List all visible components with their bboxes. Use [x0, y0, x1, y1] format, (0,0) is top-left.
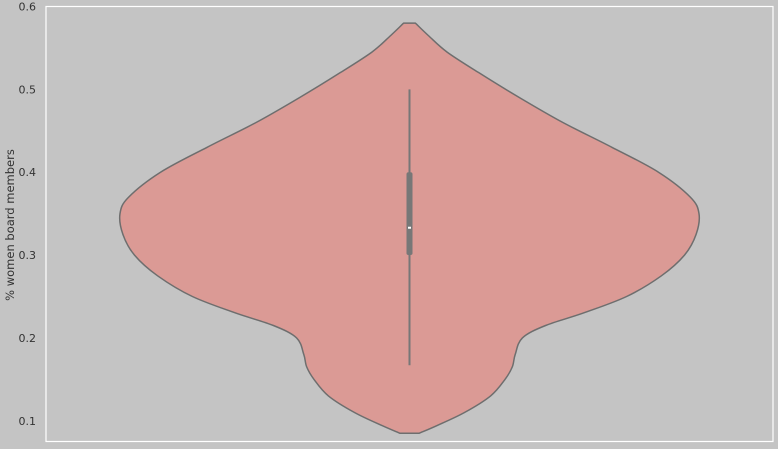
- y-tick-label: 0.4: [19, 166, 37, 179]
- y-tick-label: 0.6: [19, 1, 37, 14]
- violin-series: [118, 22, 701, 434]
- y-tick-labels: 0.1 0.2 0.3 0.4 0.5 0.6: [19, 1, 37, 428]
- y-axis-label: % women board members: [3, 149, 17, 301]
- y-tick-label: 0.5: [19, 83, 37, 96]
- y-tick-label: 0.2: [19, 332, 37, 345]
- median-marker: [408, 226, 411, 229]
- iqr-box: [406, 172, 413, 256]
- y-tick-label: 0.3: [19, 249, 37, 262]
- y-tick-label: 0.1: [19, 415, 37, 428]
